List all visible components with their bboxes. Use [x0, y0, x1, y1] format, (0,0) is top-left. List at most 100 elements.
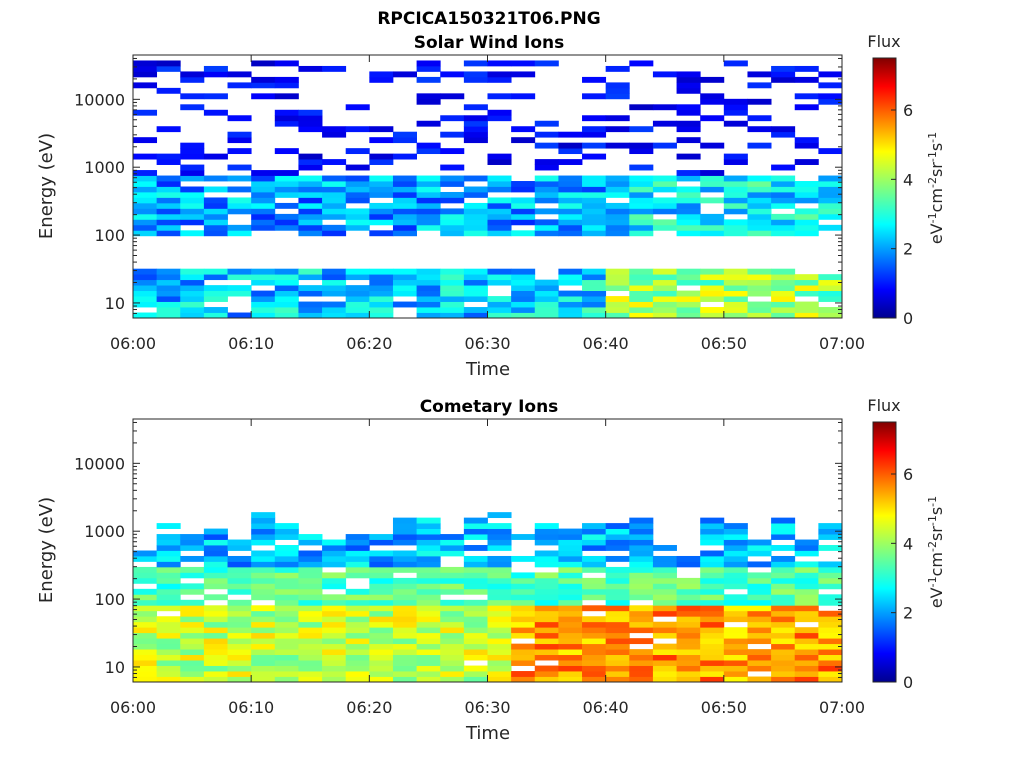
heatmap-cell: [818, 566, 843, 573]
heatmap-cell: [487, 643, 512, 650]
heatmap-cell: [605, 82, 630, 89]
heatmap-cell: [416, 649, 441, 656]
heatmap-cell: [582, 534, 607, 540]
heatmap-cell: [416, 632, 441, 639]
heatmap-cell: [700, 605, 725, 612]
heatmap-cell: [511, 279, 536, 286]
heatmap-cell: [298, 285, 323, 292]
heatmap-cell: [369, 566, 394, 573]
heatmap-cell: [818, 208, 843, 215]
heatmap-cell: [771, 566, 796, 573]
heatmap-cell: [652, 285, 677, 292]
heatmap-cell: [133, 285, 158, 292]
colorbar-tick-label: 0: [903, 673, 913, 692]
heatmap-cell: [416, 660, 441, 666]
heatmap-cell: [629, 654, 654, 661]
heatmap-cell: [487, 224, 512, 231]
heatmap-cell: [392, 621, 417, 628]
heatmap-cell: [747, 82, 772, 89]
heatmap-cell: [298, 539, 323, 546]
heatmap-cell: [156, 186, 181, 193]
heatmap-cell: [534, 197, 559, 204]
heatmap-cell: [652, 676, 677, 683]
heatmap-cell: [274, 588, 299, 595]
heatmap-cell: [133, 665, 158, 672]
heatmap-cell: [487, 512, 512, 519]
heatmap-cell: [487, 197, 512, 204]
heatmap-cell: [298, 268, 323, 275]
heatmap-cell: [416, 671, 441, 677]
heatmap-cell: [203, 610, 228, 617]
heatmap-cell: [345, 621, 370, 628]
heatmap-cell: [463, 191, 488, 198]
heatmap-cell: [818, 175, 843, 182]
heatmap-cell: [818, 285, 843, 292]
heatmap-cell: [652, 610, 677, 617]
heatmap-cell: [818, 181, 843, 187]
heatmap-cell: [133, 610, 158, 617]
heatmap-cell: [700, 197, 725, 204]
heatmap-cell: [440, 638, 465, 645]
heatmap-cell: [440, 197, 465, 204]
heatmap-cell: [582, 208, 607, 215]
heatmap-cell: [227, 643, 252, 650]
x-tick-label: 06:50: [701, 698, 747, 717]
heatmap-cell: [322, 191, 347, 198]
heatmap-cell: [180, 191, 205, 198]
heatmap-cell: [605, 202, 630, 209]
heatmap-cell: [133, 175, 158, 182]
heatmap-cell: [416, 290, 441, 297]
heatmap-cell: [487, 616, 512, 623]
heatmap-cell: [416, 561, 441, 568]
heatmap-cell: [723, 186, 748, 193]
heatmap-cell: [818, 279, 843, 286]
heatmap-cell: [251, 649, 276, 656]
heatmap-cell: [676, 202, 701, 209]
y-tick-label: 100: [94, 590, 125, 609]
heatmap-cell: [534, 638, 559, 645]
heatmap-cell: [463, 523, 488, 529]
heatmap-cell: [582, 131, 607, 138]
heatmap-cell: [133, 605, 158, 612]
x-tick-label: 06:30: [464, 698, 510, 717]
heatmap-cell: [322, 550, 347, 557]
heatmap-cell: [180, 279, 205, 286]
heatmap-cell: [227, 610, 252, 617]
heatmap-cell: [605, 65, 630, 72]
heatmap-cell: [652, 197, 677, 204]
heatmap-cell: [771, 610, 796, 617]
heatmap-cell: [487, 219, 512, 226]
heatmap-cell: [558, 279, 583, 286]
heatmap-cell: [676, 649, 701, 656]
heatmap-cell: [771, 523, 796, 529]
heatmap-cell: [463, 621, 488, 628]
heatmap-cell: [700, 523, 725, 529]
heatmap-cell: [771, 632, 796, 639]
heatmap-cell: [369, 137, 394, 144]
heatmap-cell: [605, 274, 630, 281]
heatmap-cell: [251, 534, 276, 540]
y-tick-label: 10000: [74, 454, 125, 473]
heatmap-cell: [534, 654, 559, 661]
heatmap-cell: [534, 301, 559, 308]
heatmap-cell: [180, 539, 205, 546]
heatmap-cell: [133, 643, 158, 650]
heatmap-cell: [747, 638, 772, 645]
heatmap-cell: [818, 98, 843, 105]
heatmap-cell: [180, 296, 205, 302]
heatmap-cell: [392, 528, 417, 535]
heatmap-cell: [203, 213, 228, 220]
heatmap-cell: [203, 649, 228, 656]
heatmap-cell: [133, 301, 158, 308]
heatmap-cell: [511, 632, 536, 639]
heatmap-cell: [582, 577, 607, 584]
heatmap-cell: [818, 528, 843, 535]
heatmap-cell: [156, 197, 181, 204]
heatmap-cell: [274, 186, 299, 193]
heatmap-cell: [369, 649, 394, 656]
heatmap-cell: [416, 594, 441, 601]
heatmap-cell: [605, 307, 630, 313]
heatmap-cell: [251, 605, 276, 612]
heatmap-cell: [298, 577, 323, 584]
